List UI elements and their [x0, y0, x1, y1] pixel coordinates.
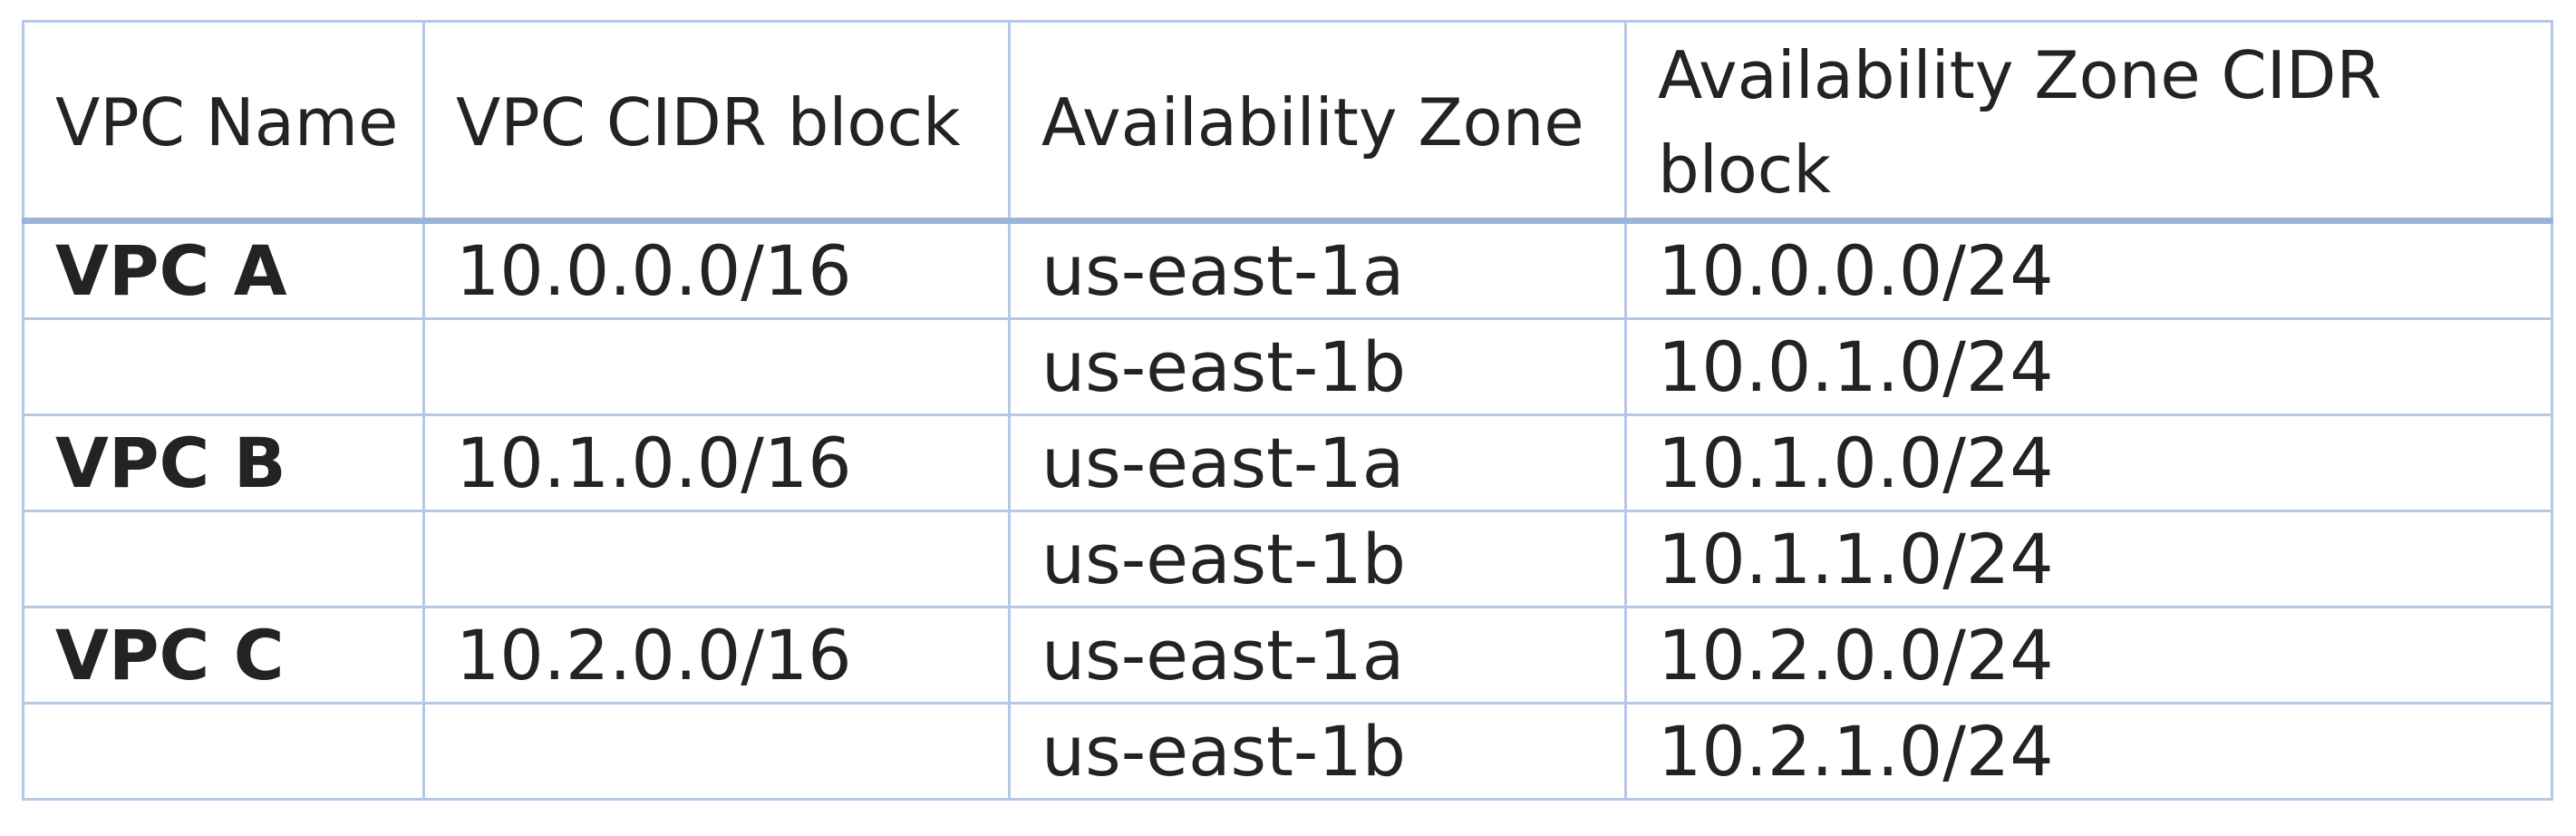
cell-vpc-cidr	[422, 702, 1011, 801]
vpc-cidr-table: VPC Name VPC CIDR block Availability Zon…	[22, 20, 2553, 801]
cell-az-cidr: 10.2.1.0/24	[1624, 702, 2553, 801]
cell-vpc-cidr	[422, 317, 1011, 416]
cell-az-cidr: 10.0.0.0/24	[1624, 219, 2553, 320]
cell-availability-zone: us-east-1a	[1008, 219, 1627, 320]
cell-availability-zone: us-east-1b	[1008, 510, 1627, 608]
cell-vpc-cidr: 10.0.0.0/16	[422, 219, 1011, 320]
cell-vpc-name	[22, 510, 425, 608]
table-row: VPC B 10.1.0.0/16 us-east-1a 10.1.0.0/24	[22, 413, 2553, 512]
table-row: VPC A 10.0.0.0/16 us-east-1a 10.0.0.0/24	[22, 219, 2553, 320]
cell-availability-zone: us-east-1b	[1008, 317, 1627, 416]
table-row: us-east-1b 10.1.1.0/24	[22, 510, 2553, 608]
cell-vpc-name: VPC B	[22, 413, 425, 512]
header-availability-zone: Availability Zone	[1008, 20, 1627, 224]
cell-az-cidr: 10.2.0.0/24	[1624, 606, 2553, 705]
cell-az-cidr: 10.1.1.0/24	[1624, 510, 2553, 608]
cell-az-cidr: 10.1.0.0/24	[1624, 413, 2553, 512]
cell-vpc-name: VPC A	[22, 219, 425, 320]
table-row: us-east-1b 10.0.1.0/24	[22, 317, 2553, 416]
header-az-cidr-block: Availability Zone CIDR block	[1624, 20, 2553, 224]
cell-availability-zone: us-east-1a	[1008, 606, 1627, 705]
table-row: VPC C 10.2.0.0/16 us-east-1a 10.2.0.0/24	[22, 606, 2553, 705]
cell-vpc-cidr: 10.2.0.0/16	[422, 606, 1011, 705]
cell-vpc-cidr	[422, 510, 1011, 608]
cell-az-cidr: 10.0.1.0/24	[1624, 317, 2553, 416]
header-vpc-name: VPC Name	[22, 20, 425, 224]
table-row: us-east-1b 10.2.1.0/24	[22, 702, 2553, 801]
cell-availability-zone: us-east-1a	[1008, 413, 1627, 512]
cell-vpc-cidr: 10.1.0.0/16	[422, 413, 1011, 512]
cell-availability-zone: us-east-1b	[1008, 702, 1627, 801]
cell-vpc-name	[22, 702, 425, 801]
cell-vpc-name	[22, 317, 425, 416]
table-header-row: VPC Name VPC CIDR block Availability Zon…	[22, 20, 2553, 224]
cell-vpc-name: VPC C	[22, 606, 425, 705]
header-vpc-cidr-block: VPC CIDR block	[422, 20, 1011, 224]
